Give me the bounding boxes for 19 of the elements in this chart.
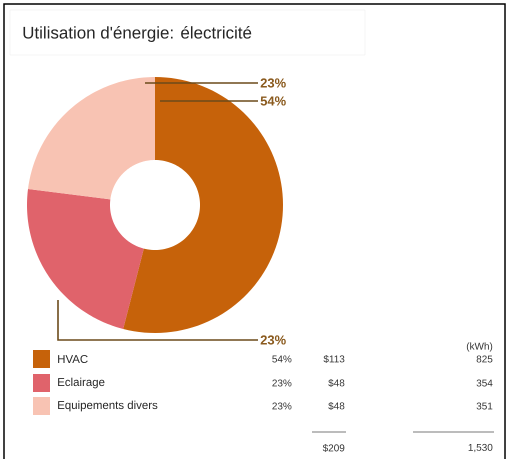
legend-label: HVAC <box>58 355 88 364</box>
data-label: 23% <box>260 336 286 345</box>
text: $48 <box>328 402 344 410</box>
data-label: 54% <box>260 96 286 106</box>
text: (kWh) <box>466 342 492 352</box>
text: 1,530 <box>468 444 492 452</box>
text: 23% <box>272 380 292 387</box>
text: 354 <box>476 380 493 387</box>
text: 23% <box>272 402 292 410</box>
text: 825 <box>476 356 492 363</box>
data-label: 23% <box>260 78 286 88</box>
text: $48 <box>328 379 344 388</box>
chart-title: Utilisation d'énergie: électricité <box>24 26 252 42</box>
legend-label: Eclairage <box>58 378 104 388</box>
text: $113 <box>323 355 344 364</box>
legend-label: Equipements divers <box>58 400 158 412</box>
text: $209 <box>322 444 344 452</box>
text: 351 <box>476 402 492 410</box>
text: 54% <box>272 356 292 363</box>
